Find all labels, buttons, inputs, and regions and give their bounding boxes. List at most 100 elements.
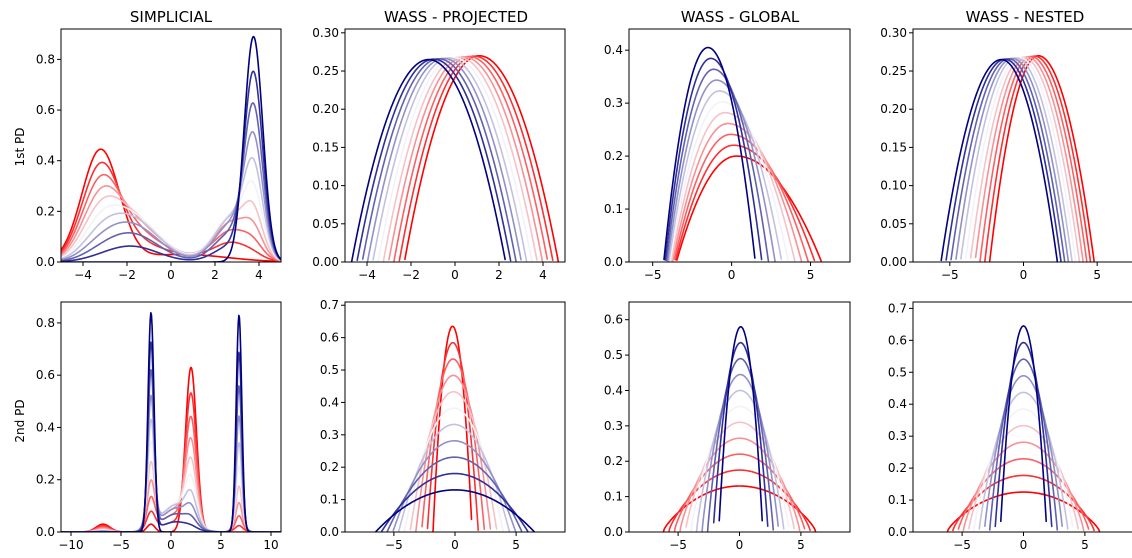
y-tick-label: 0.7: [888, 301, 907, 315]
series-line: [669, 101, 789, 262]
y-tick-label: 0.1: [604, 202, 623, 216]
series-line: [61, 440, 281, 532]
y-tick-label: 0.2: [604, 454, 623, 468]
y-tick-label: 0.2: [36, 204, 55, 218]
series-line: [964, 56, 1077, 262]
axes-frame: [628, 28, 851, 263]
series-line: [663, 46, 756, 261]
series-line: [393, 55, 549, 262]
x-tick-label: −10: [58, 538, 83, 552]
series-line: [695, 389, 785, 532]
x-tick-label: 0: [728, 268, 736, 282]
x-tick-label: −5: [953, 538, 971, 552]
series-line: [61, 341, 281, 532]
y-tick-label: 0.0: [320, 525, 339, 539]
series-line: [61, 156, 281, 261]
panel-6: −5 0 5 0.0 0.1 0.2 0.3 0.4 0.5 0.6: [604, 301, 851, 552]
series-line: [666, 79, 776, 262]
series-line: [404, 54, 560, 262]
y-tick-label: 0.8: [36, 52, 55, 66]
x-tick-label: 0: [167, 268, 175, 282]
series-line: [994, 341, 1053, 528]
y-tick-label: 0.0: [604, 255, 623, 269]
x-tick-label: −2: [402, 268, 420, 282]
row-label-2nd-pd: 2nd PD: [13, 399, 27, 442]
series-line: [701, 373, 779, 532]
series-line: [664, 57, 763, 261]
series-line: [673, 133, 810, 262]
series-line: [388, 56, 544, 262]
x-tick-label: 0: [1020, 538, 1028, 552]
panel-7: −5 0 5 0.0 0.1 0.2 0.3 0.4 0.5 0.6 0.7: [888, 301, 1132, 552]
y-tick-label: 0.4: [604, 43, 623, 57]
y-tick-label: 0.1: [888, 493, 907, 507]
y-tick-label: 0.3: [888, 429, 907, 443]
curves-3: [940, 54, 1095, 262]
x-tick-label: −5: [669, 538, 687, 552]
series-line: [665, 68, 770, 262]
series-line: [421, 358, 486, 531]
series-line: [712, 341, 769, 527]
x-tick-label: 2: [495, 268, 503, 282]
series-line: [392, 440, 517, 532]
y-tick-label: 0.20: [312, 102, 339, 116]
y-tick-label: 0.1: [320, 493, 339, 507]
y-tick-label: 0.0: [36, 525, 55, 539]
y-tick-label: 0.7: [320, 298, 339, 312]
y-tick-label: 0.30: [312, 26, 339, 40]
row-label-1st-pd: 1st PD: [13, 128, 27, 167]
series-line: [979, 55, 1088, 262]
series-line: [382, 56, 538, 262]
y-tick-label: 0.3: [320, 428, 339, 442]
x-tick-label: −2: [118, 268, 136, 282]
y-tick-label: 0.1: [604, 490, 623, 504]
col-title-wass-projected: WASS - PROJECTED: [384, 8, 528, 26]
y-tick-label: 0.30: [880, 26, 907, 40]
x-tick-label: 2: [211, 268, 219, 282]
series-line: [356, 58, 512, 262]
x-tick-label: −5: [941, 268, 959, 282]
col-title-simplicial: SIMPLICIAL: [130, 8, 213, 26]
panel-5: −5 0 5 0.0 0.1 0.2 0.3 0.4 0.5 0.6 0.7: [320, 298, 566, 552]
y-tick-label: 0.4: [36, 154, 55, 168]
series-line: [670, 111, 796, 262]
x-tick-label: 5: [797, 538, 805, 552]
series-line: [350, 58, 506, 262]
curves-6: [662, 325, 817, 532]
y-tick-label: 0.5: [320, 363, 339, 377]
series-line: [372, 57, 528, 262]
y-tick-label: 0.10: [880, 179, 907, 193]
y-tick-label: 0.0: [888, 525, 907, 539]
x-tick-label: 0: [167, 538, 175, 552]
y-tick-label: 0.2: [36, 473, 55, 487]
x-tick-label: 5: [512, 538, 520, 552]
panel-1: −4 −2 0 2 4 0.00 0.05 0.10 0.15 0.20 0.25 0.30: [312, 26, 566, 282]
panel-2: −5 0 5 0.0 0.1 0.2 0.3 0.4: [604, 28, 851, 282]
series-line: [984, 55, 1092, 262]
series-line: [999, 325, 1048, 523]
y-tick-label: 0.25: [312, 64, 339, 78]
curves-0: [61, 35, 281, 262]
x-tick-label: 5: [217, 538, 225, 552]
y-tick-label: 0.05: [312, 217, 339, 231]
x-tick-label: 0: [736, 538, 744, 552]
x-tick-label: 4: [255, 268, 263, 282]
series-line: [386, 456, 523, 532]
series-line: [952, 474, 1095, 532]
panel-4: −10 −5 0 5 10 0.0 0.2 0.4 0.6 0.8: [36, 301, 282, 552]
axes-frame: [344, 301, 566, 533]
col-title-wass-nested: WASS - NESTED: [966, 8, 1085, 26]
series-line: [61, 70, 281, 262]
y-tick-label: 0.2: [888, 461, 907, 475]
series-line: [61, 392, 281, 532]
series-line: [706, 357, 775, 532]
y-tick-label: 0.05: [880, 217, 907, 231]
x-tick-label: 4: [539, 268, 547, 282]
series-line: [415, 374, 492, 532]
x-tick-label: −5: [112, 538, 130, 552]
series-line: [61, 161, 281, 262]
y-tick-label: 0.6: [604, 313, 623, 327]
y-tick-label: 0.10: [312, 179, 339, 193]
series-line: [61, 131, 281, 261]
